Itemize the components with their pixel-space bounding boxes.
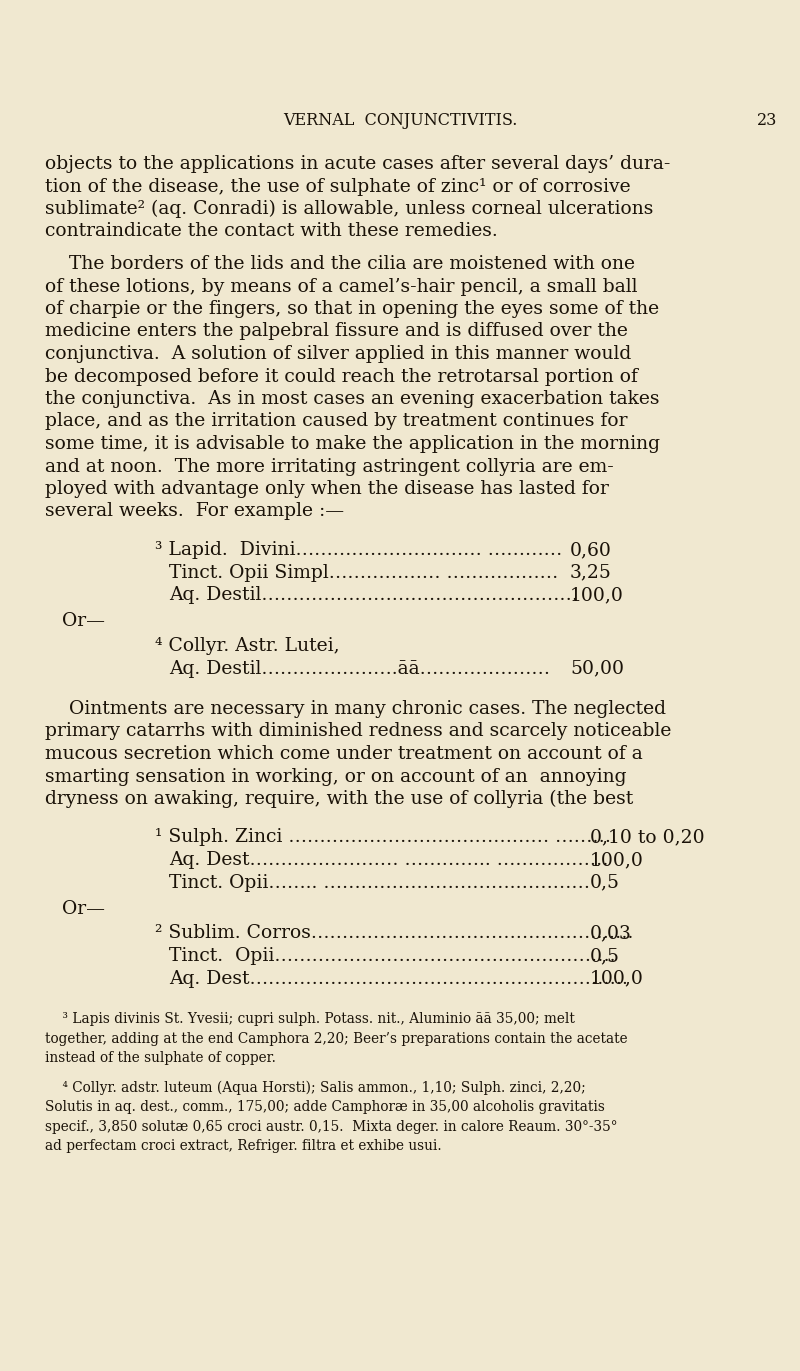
- Text: Tinct. Opii Simpl……………… ………………: Tinct. Opii Simpl……………… ………………: [169, 563, 558, 581]
- Text: 100,0: 100,0: [590, 851, 644, 869]
- Text: ¹ Sulph. Zinci …………………………………… ……….: ¹ Sulph. Zinci …………………………………… ……….: [155, 828, 617, 846]
- Text: the conjunctiva.  As in most cases an evening exacerbation takes: the conjunctiva. As in most cases an eve…: [45, 389, 659, 409]
- Text: 100,0: 100,0: [570, 585, 624, 605]
- Text: 100,0: 100,0: [590, 969, 644, 987]
- Text: ³ Lapid.  Divini………………………… …………: ³ Lapid. Divini………………………… …………: [155, 542, 562, 559]
- Text: contraindicate the contact with these remedies.: contraindicate the contact with these re…: [45, 222, 498, 240]
- Text: medicine enters the palpebral fissure and is diffused over the: medicine enters the palpebral fissure an…: [45, 322, 628, 340]
- Text: of these lotions, by means of a camel’s-hair pencil, a small ball: of these lotions, by means of a camel’s-…: [45, 277, 638, 296]
- Text: ² Sublim. Corros…………………………………………….: ² Sublim. Corros…………………………………………….: [155, 924, 634, 942]
- Text: 0,10 to 0,20: 0,10 to 0,20: [590, 828, 705, 846]
- Text: ad perfectam croci extract, Refriger. filtra et exhibe usui.: ad perfectam croci extract, Refriger. fi…: [45, 1139, 442, 1153]
- Text: be decomposed before it could reach the retrotarsal portion of: be decomposed before it could reach the …: [45, 367, 638, 385]
- Text: and at noon.  The more irritating astringent collyria are em-: and at noon. The more irritating astring…: [45, 458, 614, 476]
- Text: 23: 23: [757, 112, 778, 129]
- Text: dryness on awaking, require, with the use of collyria (the best: dryness on awaking, require, with the us…: [45, 790, 634, 809]
- Text: place, and as the irritation caused by treatment continues for: place, and as the irritation caused by t…: [45, 413, 627, 430]
- Text: 0,60: 0,60: [570, 542, 612, 559]
- Text: Aq. Destil……………………………………………: Aq. Destil……………………………………………: [169, 585, 578, 605]
- Text: tion of the disease, the use of sulphate of zinc¹ or of corrosive: tion of the disease, the use of sulphate…: [45, 177, 630, 196]
- Text: ⁴ Collyr. Astr. Lutei,: ⁴ Collyr. Astr. Lutei,: [155, 638, 340, 655]
- Text: conjunctiva.  A solution of silver applied in this manner would: conjunctiva. A solution of silver applie…: [45, 345, 631, 363]
- Text: Aq. Dest…………………………………………………….: Aq. Dest…………………………………………………….: [169, 969, 628, 987]
- Text: instead of the sulphate of copper.: instead of the sulphate of copper.: [45, 1052, 276, 1065]
- Text: ⁴ Collyr. adstr. luteum (Aqua Horsti); Salis ammon., 1,10; Sulph. zinci, 2,20;: ⁴ Collyr. adstr. luteum (Aqua Horsti); S…: [45, 1080, 586, 1095]
- Text: Or—: Or—: [62, 613, 105, 631]
- Text: 50,00: 50,00: [570, 659, 624, 677]
- Text: ³ Lapis divinis St. Yvesii; cupri sulph. Potass. nit., Aluminio āā 35,00; melt: ³ Lapis divinis St. Yvesii; cupri sulph.…: [45, 1012, 575, 1026]
- Text: smarting sensation in working, or on account of an  annoying: smarting sensation in working, or on acc…: [45, 768, 626, 786]
- Text: 3,25: 3,25: [570, 563, 612, 581]
- Text: some time, it is advisable to make the application in the morning: some time, it is advisable to make the a…: [45, 435, 660, 452]
- Text: VERNAL  CONJUNCTIVITIS.: VERNAL CONJUNCTIVITIS.: [283, 112, 517, 129]
- Text: Aq. Dest…………………… ………….. ………………: Aq. Dest…………………… ………….. ………………: [169, 851, 609, 869]
- Text: 0,5: 0,5: [590, 873, 620, 891]
- Text: ployed with advantage only when the disease has lasted for: ployed with advantage only when the dise…: [45, 480, 609, 498]
- Text: Tinct. Opii…….. ………………………….…………: Tinct. Opii…….. ………………………….…………: [169, 873, 590, 891]
- Text: together, adding at the end Camphora 2,20; Beer’s preparations contain the aceta: together, adding at the end Camphora 2,2…: [45, 1031, 628, 1046]
- Text: of charpie or the fingers, so that in opening the eyes some of the: of charpie or the fingers, so that in op…: [45, 300, 659, 318]
- Text: several weeks.  For example :—: several weeks. For example :—: [45, 503, 344, 521]
- Text: Solutis in aq. dest., comm., 175,00; adde Camphoræ in 35,00 alcoholis gravitatis: Solutis in aq. dest., comm., 175,00; add…: [45, 1100, 605, 1115]
- Text: objects to the applications in acute cases after several days’ dura-: objects to the applications in acute cas…: [45, 155, 670, 173]
- Text: 0,5: 0,5: [590, 947, 620, 965]
- Text: primary catarrhs with diminished redness and scarcely noticeable: primary catarrhs with diminished redness…: [45, 723, 671, 740]
- Text: Or—: Or—: [62, 899, 105, 919]
- Text: Tinct.  Opii……………………………………………….: Tinct. Opii……………………………………………….: [169, 947, 615, 965]
- Text: Ointments are necessary in many chronic cases. The neglected: Ointments are necessary in many chronic …: [45, 701, 666, 718]
- Text: 0,03: 0,03: [590, 924, 632, 942]
- Text: Aq. Destil………………….āā…………………: Aq. Destil………………….āā…………………: [169, 659, 550, 677]
- Text: specif., 3,850 solutæ 0,65 croci austr. 0,15.  Mixta deger. in calore Reaum. 30°: specif., 3,850 solutæ 0,65 croci austr. …: [45, 1120, 618, 1134]
- Text: sublimate² (aq. Conradi) is allowable, unless corneal ulcerations: sublimate² (aq. Conradi) is allowable, u…: [45, 200, 654, 218]
- Text: The borders of the lids and the cilia are moistened with one: The borders of the lids and the cilia ar…: [45, 255, 635, 273]
- Text: mucous secretion which come under treatment on account of a: mucous secretion which come under treatm…: [45, 744, 642, 764]
